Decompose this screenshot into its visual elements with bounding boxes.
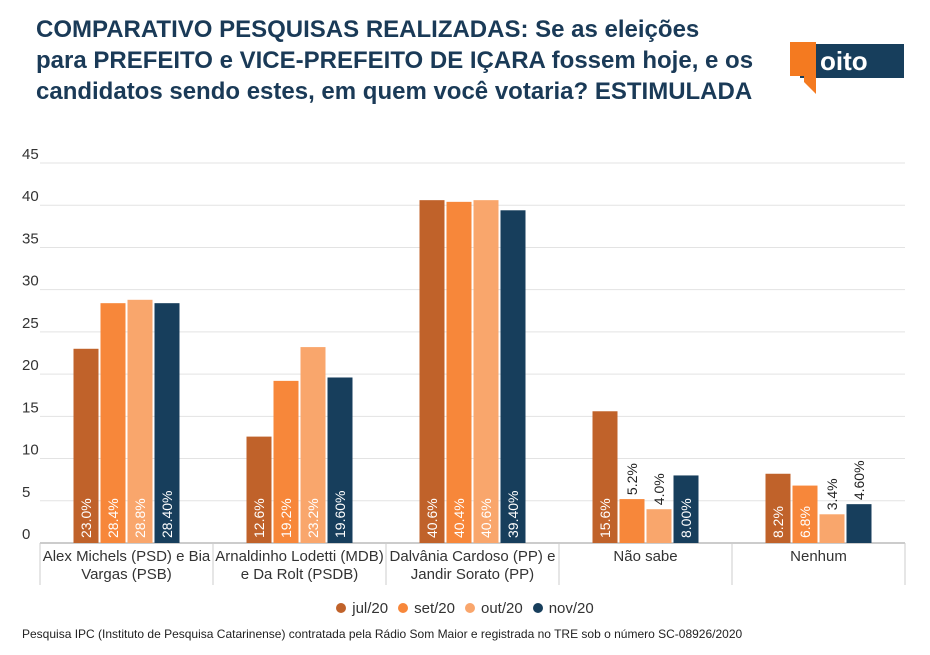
logo-text: oito: [820, 46, 868, 76]
chart-legend: jul/20 set/20 out/20 nov/20: [0, 600, 930, 617]
bar: [154, 303, 180, 543]
legend-label: nov/20: [548, 600, 594, 617]
data-label: 28.8%: [132, 498, 148, 538]
data-label: 12.6%: [251, 498, 267, 538]
legend-label: out/20: [480, 600, 523, 617]
y-tick-label: 25: [22, 315, 39, 332]
category-label: Dalvânia Cardoso (PP) e Jandir Sorato (PP…: [390, 548, 556, 583]
y-tick-label: 30: [22, 273, 39, 290]
data-label: 4.0%: [651, 473, 667, 505]
bar: [100, 303, 126, 543]
legend-swatch: [532, 603, 543, 613]
legend-swatch: [336, 603, 347, 613]
data-label: 5.2%: [624, 463, 640, 495]
y-tick-label: 45: [22, 146, 39, 163]
bar: [765, 473, 791, 543]
legend-label: set/20: [414, 600, 455, 617]
bar: [327, 377, 353, 543]
y-tick-label: 0: [22, 526, 30, 543]
y-tick-label: 40: [22, 188, 39, 205]
legend-swatch: [464, 603, 475, 613]
bar: [127, 299, 153, 543]
y-tick-label: 15: [22, 399, 39, 416]
data-label: 15.6%: [597, 498, 613, 538]
category-label: Não sabe: [613, 548, 677, 565]
legend-label: jul/20: [352, 600, 389, 617]
bar: [473, 200, 499, 543]
logo-four-mark: [790, 42, 816, 94]
bar: [592, 411, 618, 543]
data-label: 8.2%: [770, 506, 786, 538]
bar: [846, 504, 872, 543]
legend-swatch: [398, 603, 409, 613]
bar-chart: 0 5 10 15 20 25 30 35 40 45 23.0% 28.4% 28.8% 28.40% A…: [22, 146, 906, 585]
legend-item: out/20: [464, 600, 523, 617]
data-label: 6.8%: [797, 506, 813, 538]
bar: [792, 485, 818, 543]
bar: [300, 347, 326, 543]
data-label: 19.2%: [278, 498, 294, 538]
category-label: Nenhum: [790, 548, 847, 565]
bar: [73, 348, 99, 543]
data-label: 39.40%: [505, 491, 521, 538]
data-label: 3.4%: [824, 478, 840, 510]
legend-item: jul/20: [336, 600, 388, 617]
footnote: Pesquisa IPC (Instituto de Pesquisa Cata…: [22, 627, 743, 641]
data-label: 19.60%: [332, 491, 348, 538]
chart-title: COMPARATIVO PESQUISAS REALIZADAS: Se as …: [36, 16, 754, 105]
bar: [673, 475, 699, 543]
bar: [646, 509, 672, 543]
bar: [819, 514, 845, 543]
category-label: Arnaldinho Lodetti (MDB) e Da Rolt (PSDB): [215, 548, 383, 583]
y-tick-label: 10: [22, 442, 39, 459]
legend-item: set/20: [398, 600, 455, 617]
data-label: 23.2%: [305, 498, 321, 538]
data-label: 23.0%: [78, 498, 94, 538]
category-label: Alex Michels (PSD) e Bia Vargas (PSB): [43, 548, 211, 583]
bar: [500, 210, 526, 544]
bar: [419, 200, 445, 543]
y-tick-label: 20: [22, 357, 39, 374]
data-label: 40.6%: [424, 498, 440, 538]
bar: [273, 380, 299, 543]
bar: [619, 499, 645, 543]
bar: [246, 436, 272, 543]
logo-background: [800, 44, 904, 78]
bar: [446, 201, 472, 543]
data-label: 28.4%: [105, 498, 121, 538]
data-label: 40.6%: [478, 498, 494, 538]
data-label: 8.00%: [678, 498, 694, 538]
data-label: 4.60%: [851, 460, 867, 500]
data-label: 40.4%: [451, 498, 467, 538]
y-tick-label: 35: [22, 230, 39, 247]
brand-logo: oito: [790, 42, 904, 94]
data-label: 28.40%: [159, 491, 175, 538]
legend-item: nov/20: [532, 600, 594, 617]
y-tick-label: 5: [22, 484, 30, 501]
